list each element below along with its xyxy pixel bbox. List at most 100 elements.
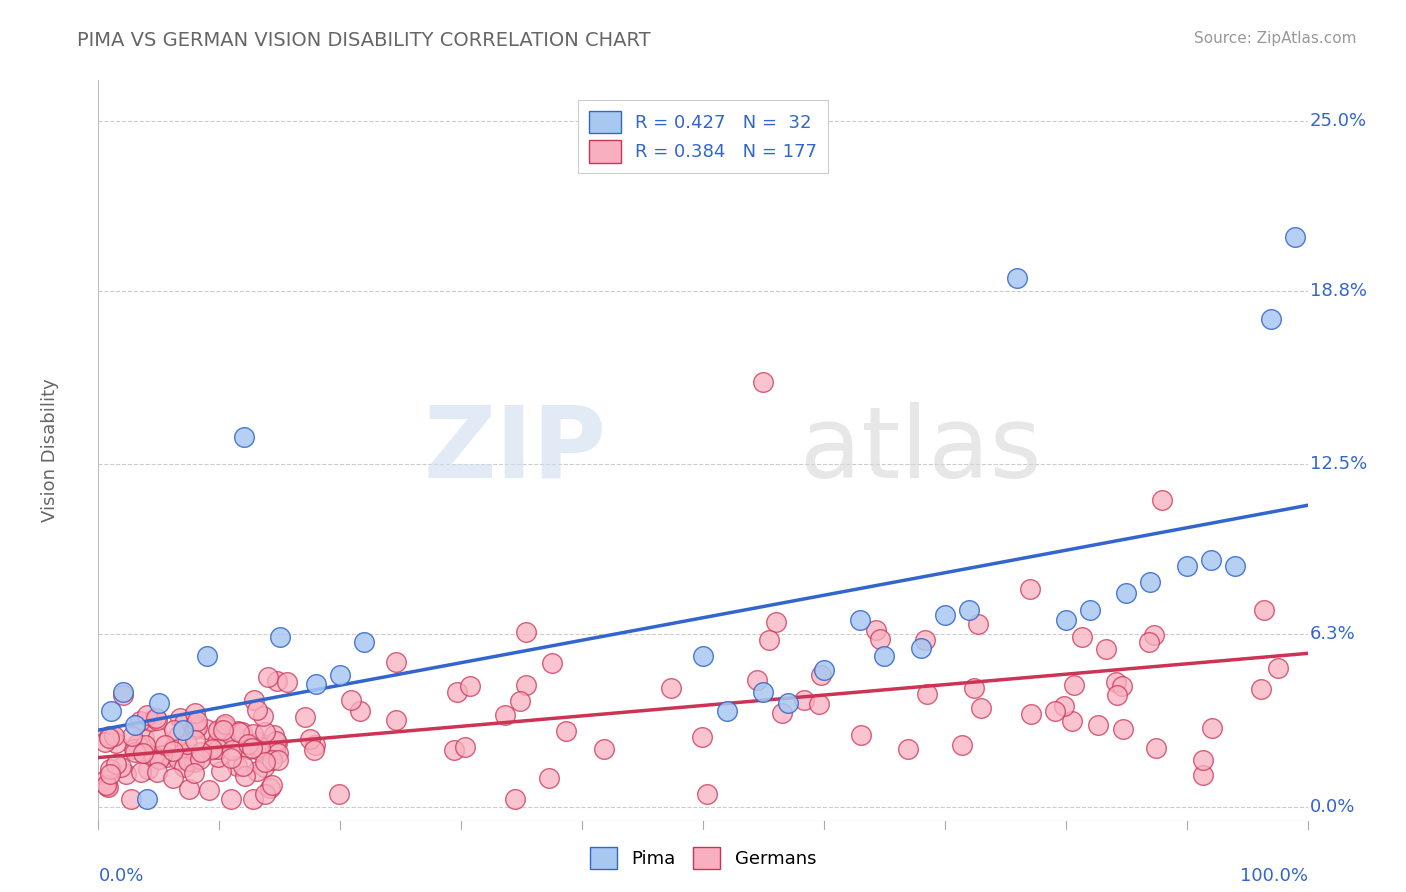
- Point: [1021, 707, 1043, 722]
- Point: [207, 742, 229, 756]
- Point: [96, 780, 118, 794]
- Point: [865, 624, 887, 638]
- Point: [1105, 688, 1128, 702]
- Point: [173, 716, 195, 731]
- Point: [177, 754, 200, 768]
- Point: [1253, 603, 1275, 617]
- Point: [212, 723, 235, 738]
- Point: [1078, 602, 1101, 616]
- Point: [1063, 678, 1085, 692]
- Point: [98, 729, 121, 743]
- Point: [124, 745, 146, 759]
- Point: [659, 681, 682, 695]
- Point: [957, 602, 980, 616]
- Point: [162, 744, 184, 758]
- Point: [692, 649, 714, 664]
- Point: [183, 766, 205, 780]
- Point: [172, 723, 194, 738]
- Point: [146, 730, 169, 744]
- Point: [242, 791, 264, 805]
- Point: [793, 693, 815, 707]
- Point: [228, 724, 250, 739]
- Point: [162, 771, 184, 785]
- Point: [221, 742, 243, 756]
- Point: [849, 614, 872, 628]
- Point: [967, 616, 990, 631]
- Point: [266, 673, 288, 688]
- Point: [1199, 553, 1222, 567]
- Point: [555, 724, 578, 739]
- Point: [186, 714, 208, 728]
- Point: [105, 757, 128, 772]
- Point: [1062, 714, 1084, 728]
- Point: [176, 737, 198, 751]
- Point: [259, 742, 281, 756]
- Point: [770, 706, 793, 720]
- Point: [1053, 699, 1076, 714]
- Point: [134, 731, 156, 746]
- Point: [201, 742, 224, 756]
- Point: [253, 755, 276, 769]
- Point: [443, 743, 465, 757]
- Point: [1284, 229, 1306, 244]
- Point: [96, 780, 118, 794]
- Point: [169, 711, 191, 725]
- Point: [209, 764, 232, 779]
- Point: [849, 728, 872, 742]
- Point: [111, 688, 134, 702]
- Point: [197, 782, 219, 797]
- Text: Vision Disability: Vision Disability: [41, 378, 59, 523]
- Point: [173, 760, 195, 774]
- Point: [103, 730, 125, 744]
- Point: [238, 741, 260, 756]
- Point: [263, 728, 285, 742]
- Point: [260, 753, 283, 767]
- Point: [269, 630, 291, 644]
- Point: [139, 714, 162, 729]
- Point: [1250, 681, 1272, 696]
- Point: [264, 743, 287, 757]
- Point: [1201, 721, 1223, 735]
- Point: [745, 673, 768, 687]
- Point: [183, 706, 205, 721]
- Point: [305, 676, 328, 690]
- Point: [256, 670, 278, 684]
- Point: [541, 656, 564, 670]
- Point: [243, 692, 266, 706]
- Point: [1223, 558, 1246, 573]
- Point: [134, 739, 156, 753]
- Point: [1045, 704, 1067, 718]
- Point: [915, 687, 938, 701]
- Point: [231, 725, 253, 739]
- Text: ZIP: ZIP: [423, 402, 606, 499]
- Point: [177, 781, 200, 796]
- Point: [914, 633, 936, 648]
- Point: [264, 734, 287, 748]
- Point: [184, 717, 207, 731]
- Point: [910, 640, 932, 655]
- Point: [758, 633, 780, 648]
- Point: [1139, 635, 1161, 649]
- Text: 25.0%: 25.0%: [1310, 112, 1367, 130]
- Point: [186, 720, 208, 734]
- Text: 100.0%: 100.0%: [1240, 867, 1308, 885]
- Point: [219, 791, 242, 805]
- Point: [810, 667, 832, 681]
- Point: [1112, 722, 1135, 736]
- Point: [1115, 586, 1137, 600]
- Text: 6.3%: 6.3%: [1310, 625, 1355, 643]
- Point: [135, 791, 157, 805]
- Point: [716, 704, 738, 718]
- Point: [503, 791, 526, 805]
- Point: [1267, 661, 1289, 675]
- Legend: R = 0.427   N =  32, R = 0.384   N = 177: R = 0.427 N = 32, R = 0.384 N = 177: [578, 101, 828, 173]
- Point: [235, 769, 257, 783]
- Point: [1054, 614, 1077, 628]
- Point: [299, 731, 322, 746]
- Point: [172, 745, 194, 759]
- Point: [1175, 558, 1198, 573]
- Point: [304, 738, 326, 752]
- Point: [1144, 741, 1167, 756]
- Point: [267, 753, 290, 767]
- Point: [242, 727, 264, 741]
